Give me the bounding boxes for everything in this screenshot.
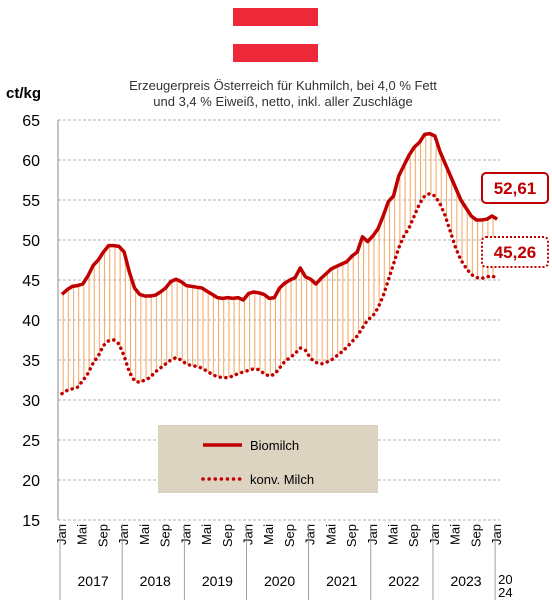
y-tick-label: 30: [22, 393, 40, 410]
x-tick-label: Jan: [489, 524, 504, 545]
legend-label: Biomilch: [250, 438, 299, 453]
y-tick-label: 35: [22, 353, 40, 370]
x-tick-label: Jan: [178, 524, 193, 545]
year-label: 2017: [78, 573, 109, 589]
x-tick-label: Sep: [406, 524, 421, 547]
y-tick-label: 40: [22, 313, 40, 330]
x-tick-label: Sep: [282, 524, 297, 547]
year-label: 2020: [264, 573, 295, 589]
legend-label: konv. Milch: [250, 472, 314, 487]
year-label: 2021: [326, 573, 357, 589]
value-label-box: [481, 236, 549, 268]
y-unit: ct/kg: [6, 85, 41, 102]
x-tick-label: Mai: [323, 524, 338, 545]
y-tick-label: 65: [22, 113, 40, 130]
x-tick-label: Sep: [468, 524, 483, 547]
x-tick-label: Jan: [303, 524, 318, 545]
range-fill: [62, 133, 498, 394]
y-tick-label: 45: [22, 273, 40, 290]
y-tick-label: 55: [22, 193, 40, 210]
x-tick-label: Jan: [427, 524, 442, 545]
y-tick-label: 20: [22, 473, 40, 490]
series-line: [60, 191, 499, 396]
y-tick-label: 25: [22, 433, 40, 450]
x-tick-label: Sep: [95, 524, 110, 547]
title-line: und 3,4 % Eiweiß, netto, inkl. aller Zus…: [153, 94, 412, 109]
x-tick-label: Mai: [75, 524, 90, 545]
year-label: 2019: [202, 573, 233, 589]
x-tick-label: Jan: [240, 524, 255, 545]
x-tick-label: Mai: [261, 524, 276, 545]
year-label: 2018: [140, 573, 171, 589]
x-tick-label: Jan: [116, 524, 131, 545]
legend-box: [158, 425, 378, 493]
y-tick-label: 60: [22, 153, 40, 170]
year-label: 2022: [388, 573, 419, 589]
y-tick-label: 50: [22, 233, 40, 250]
title-line: Erzeugerpreis Österreich für Kuhmilch, b…: [129, 78, 437, 93]
series-line: [60, 131, 499, 302]
x-tick-label: Mai: [448, 524, 463, 545]
x-tick-label: Jan: [365, 524, 380, 545]
y-tick-label: 15: [22, 513, 40, 530]
flag: [233, 8, 318, 62]
x-tick-label: Sep: [344, 524, 359, 547]
year-label: 2023: [450, 573, 481, 589]
value-label: 45,26: [494, 243, 537, 262]
x-tick-label: Mai: [199, 524, 214, 545]
x-tick-label: Mai: [137, 524, 152, 545]
legend: Biomilch konv. Milch: [158, 425, 378, 493]
x-tick-label: Mai: [386, 524, 401, 545]
value-label: 52,61: [494, 179, 537, 198]
x-tick-label: Sep: [220, 524, 235, 547]
x-tick-label: Sep: [158, 524, 173, 547]
year-label: 2024: [498, 572, 513, 600]
value-label-box: [481, 172, 549, 204]
x-tick-label: Jan: [54, 524, 69, 545]
